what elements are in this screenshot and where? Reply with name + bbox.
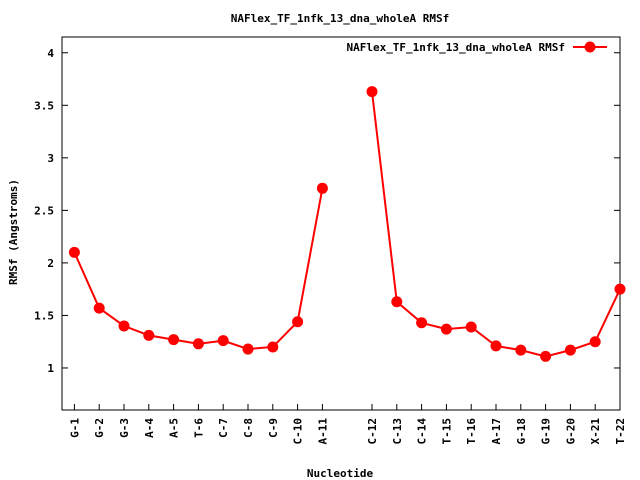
x-tick-label-19: G-20	[564, 418, 577, 445]
data-point-G-2	[93, 302, 105, 314]
legend-marker	[584, 41, 596, 53]
data-point-C-9	[267, 341, 279, 353]
data-point-T-22	[614, 283, 626, 295]
legend-label: NAFlex_TF_1nfk_13_dna_wholeA RMSf	[346, 41, 565, 54]
legend: NAFlex_TF_1nfk_13_dna_wholeA RMSf	[346, 41, 607, 54]
axis-ticks: 1 1.5 2 2.5 3 3.5 4 G-1 G-2 G-3 A-4 A-5 T-6 C-7 C-8 C-9…	[34, 47, 627, 445]
data-point-A-11	[316, 182, 328, 194]
data-point-A-5	[168, 334, 180, 346]
data-point-C-8	[242, 343, 254, 355]
data-point-C-14	[416, 317, 428, 329]
x-tick-label-13: C-14	[416, 418, 429, 445]
x-tick-label-4: A-5	[168, 418, 181, 438]
data-point-C-13	[391, 296, 403, 308]
data-point-A-4	[143, 329, 155, 341]
series-line-segment-1	[371, 91, 621, 358]
data-point-G-1	[68, 246, 80, 258]
series-line-segment-0	[73, 188, 324, 351]
data-series	[68, 86, 626, 362]
y-tick-label-6: 4	[47, 47, 54, 60]
y-tick-label-0: 1	[47, 362, 54, 375]
data-point-T-15	[440, 323, 452, 335]
x-tick-label-12: C-13	[391, 418, 404, 445]
x-tick-label-20: X-21	[589, 418, 602, 445]
data-point-T-16	[465, 321, 477, 333]
data-point-C-7	[217, 335, 229, 347]
data-point-A-17	[490, 340, 502, 352]
data-point-X-21	[589, 336, 601, 348]
x-tick-label-9: C-10	[292, 418, 305, 445]
x-tick-label-7: C-8	[242, 418, 255, 438]
data-point-C-12	[366, 86, 378, 98]
x-tick-label-11: C-12	[366, 418, 379, 445]
data-point-T-6	[192, 338, 204, 350]
y-tick-label-2: 2	[47, 257, 54, 270]
y-axis-label: RMSf (Angstroms)	[7, 179, 20, 285]
chart-title: NAFlex_TF_1nfk_13_dna_wholeA RMSf	[231, 12, 450, 25]
x-tick-label-17: G-18	[515, 418, 528, 445]
x-tick-label-10: A-11	[316, 418, 329, 445]
data-point-G-18	[515, 344, 527, 356]
x-tick-label-0: G-1	[68, 418, 81, 438]
x-tick-label-6: C-7	[217, 418, 230, 438]
y-tick-label-3: 2.5	[34, 204, 54, 217]
x-tick-label-8: C-9	[267, 418, 280, 438]
plot-frame	[61, 36, 621, 411]
x-tick-label-5: T-6	[192, 418, 205, 438]
data-point-G-19	[540, 350, 552, 362]
x-tick-label-2: G-3	[118, 418, 131, 438]
x-tick-label-18: G-19	[540, 418, 553, 445]
y-tick-label-1: 1.5	[34, 309, 54, 322]
y-tick-label-4: 3	[47, 152, 54, 165]
x-tick-label-3: A-4	[143, 418, 156, 438]
x-tick-label-21: T-22	[614, 418, 627, 445]
data-point-G-3	[118, 320, 130, 332]
data-point-C-10	[292, 316, 304, 328]
y-tick-label-5: 3.5	[34, 99, 54, 112]
x-tick-label-15: T-16	[465, 418, 478, 445]
data-point-G-20	[564, 344, 576, 356]
x-tick-label-14: T-15	[440, 418, 453, 445]
x-tick-label-16: A-17	[490, 418, 503, 445]
x-tick-label-1: G-2	[93, 418, 106, 438]
x-axis-label: Nucleotide	[307, 467, 374, 480]
